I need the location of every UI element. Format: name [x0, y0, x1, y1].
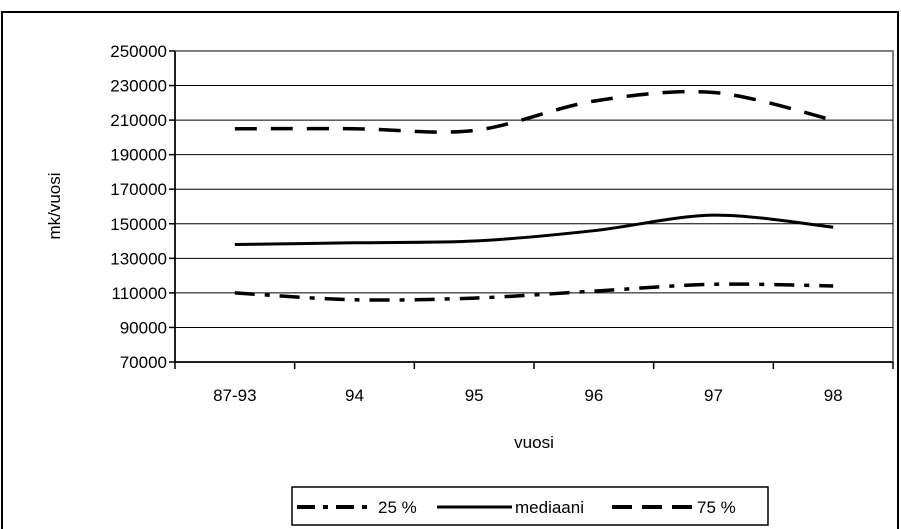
plot-area: [174, 50, 894, 363]
x-tick-label: 97: [704, 386, 723, 405]
x-tick-label: 94: [345, 386, 364, 405]
y-axis-title: mk/vuosi: [45, 172, 64, 239]
series-lines: [234, 89, 834, 302]
y-tick-label: 210000: [110, 111, 167, 130]
gridlines: [175, 85, 893, 328]
x-tick-label: 98: [824, 386, 843, 405]
x-tick-label: 87-93: [213, 386, 256, 405]
x-tick-label: 96: [584, 386, 603, 405]
series-line-25: [234, 282, 834, 302]
axes: 70000 90000 110000 130000 150000 170000 190000…: [110, 42, 894, 405]
y-tick-label: 190000: [110, 146, 167, 165]
legend: 25 % mediaani 75 %: [291, 486, 769, 526]
y-tick-label: 90000: [120, 318, 167, 337]
series-line-median: [234, 213, 834, 247]
x-tick-label: 95: [465, 386, 484, 405]
series-line-75: [234, 89, 834, 134]
y-tick-label: 110000: [112, 284, 167, 303]
y-tick-label: 130000: [110, 249, 167, 268]
legend-label: mediaani: [515, 498, 584, 517]
y-tick-label: 230000: [110, 77, 167, 96]
y-tick-label: 170000: [110, 180, 167, 199]
y-tick-label: 150000: [110, 215, 167, 234]
legend-label: 75 %: [697, 498, 736, 517]
legend-label: 25 %: [378, 498, 417, 517]
y-tick-label: 250000: [110, 42, 167, 61]
x-axis-title: vuosi: [514, 433, 554, 452]
y-tick-label: 70000: [120, 353, 167, 372]
legend-box: [291, 486, 769, 526]
